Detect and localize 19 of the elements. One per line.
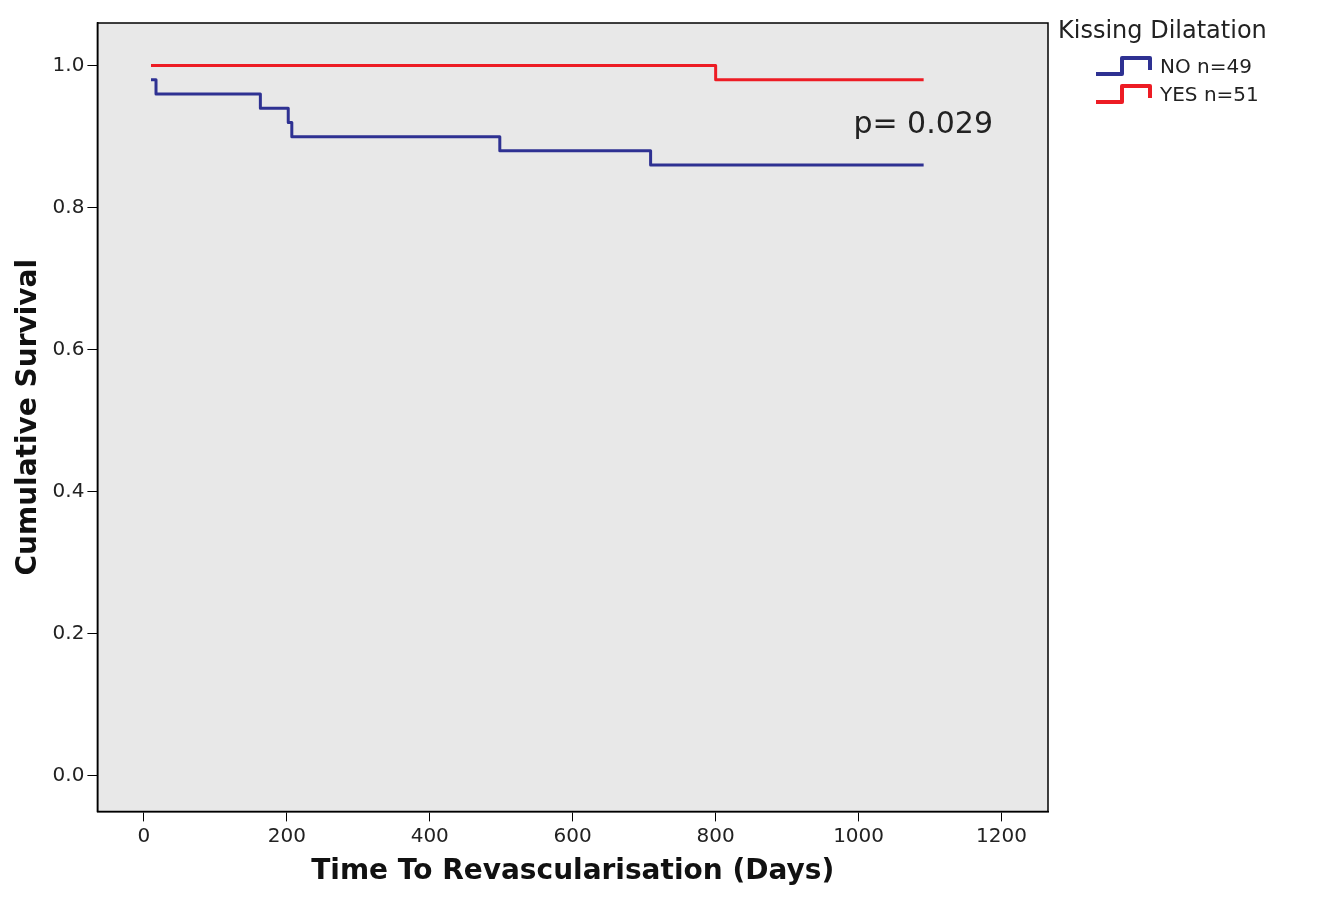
x-tick-label: 0: [137, 822, 151, 847]
x-tick-label: 800: [696, 822, 735, 847]
legend-label: NO n=49: [1160, 54, 1252, 78]
y-tick-label: 1.0: [52, 51, 85, 76]
x-tick-label: 400: [410, 822, 449, 847]
y-tick-label: 0.4: [52, 477, 85, 502]
x-axis-title: Time To Revascularisation (Days): [311, 853, 835, 887]
x-tick-label: 1200: [976, 822, 1027, 847]
x-tick-label: 600: [553, 822, 592, 847]
y-tick-label: 0.8: [52, 193, 85, 218]
y-tick-label: 0.6: [52, 335, 85, 360]
y-tick-label: 0.0: [52, 762, 85, 787]
legend-label: YES n=51: [1160, 82, 1259, 106]
y-axis-title: Cumulative Survival: [10, 258, 44, 576]
legend-title: Kissing Dilatation: [1058, 16, 1268, 44]
x-tick-label: 200: [267, 822, 306, 847]
annotation: p= 0.029: [853, 105, 993, 140]
y-tick-label: 0.2: [52, 620, 85, 645]
x-tick-label: 1000: [833, 822, 885, 847]
